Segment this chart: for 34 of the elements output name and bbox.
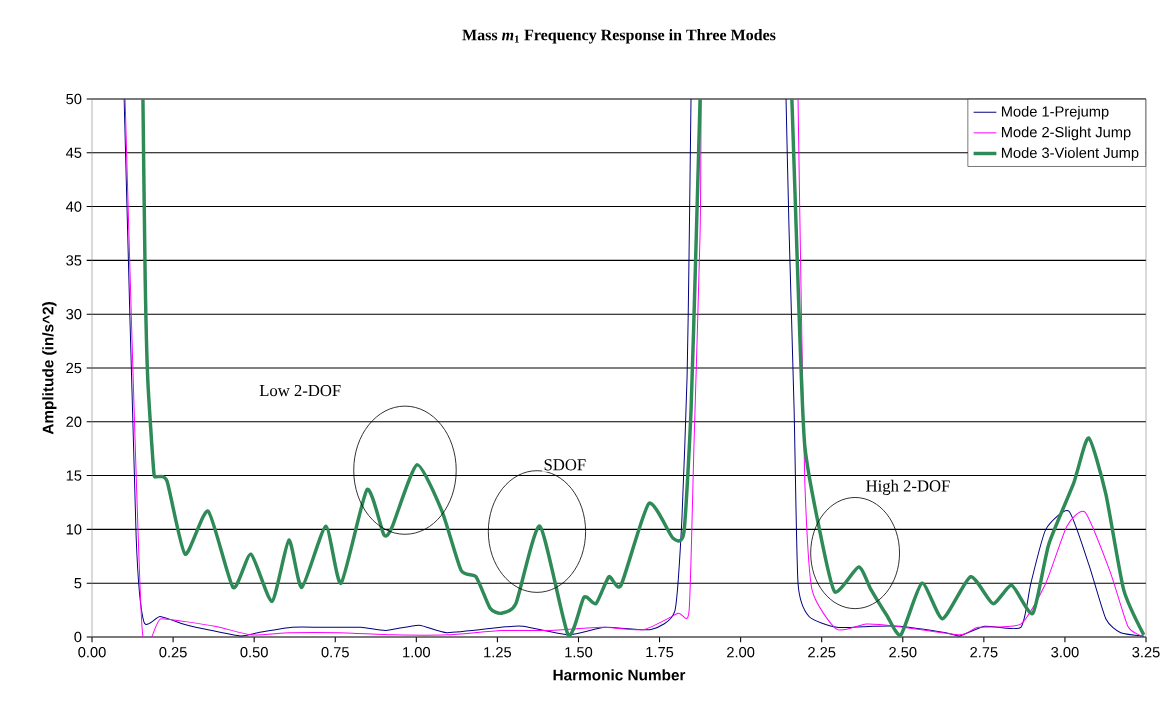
y-tick-label: 20 <box>66 416 82 427</box>
x-axis-title: Harmonic Number <box>553 669 686 681</box>
chart-title: Mass m$_{1}$ Frequency Response in Three Modes <box>462 29 776 44</box>
x-tick-label: 1.75 <box>646 647 674 658</box>
y-tick-label: 40 <box>65 201 82 212</box>
x-tick-label: 0.50 <box>240 647 268 658</box>
annotation: Low 2-DOF <box>259 384 341 397</box>
x-tick-label: 2.00 <box>727 647 755 658</box>
legend-label: Mode 2-Slight Jump <box>1001 126 1131 141</box>
x-tick-label: 1.50 <box>565 647 593 658</box>
y-tick-label: 5 <box>74 578 82 589</box>
y-tick-label: 0 <box>74 631 82 643</box>
x-tick-label: 2.75 <box>970 647 998 658</box>
y-tick-label: 10 <box>66 524 82 535</box>
x-tick-label: 0.00 <box>78 647 106 658</box>
x-tick-label: 1.00 <box>403 647 430 658</box>
x-tick-label: 0.25 <box>159 647 187 658</box>
y-tick-label: 15 <box>66 470 82 481</box>
y-tick-label: 30 <box>66 309 82 320</box>
y-tick-label: 50 <box>66 93 82 105</box>
x-tick-label: 3.25 <box>1132 647 1160 658</box>
x-tick-label: 1.25 <box>484 647 512 658</box>
legend-label: Mode 1-Prejump <box>1001 105 1109 120</box>
x-tick-label: 2.50 <box>889 647 917 658</box>
legend-label: Mode 3-Violent Jump <box>1001 147 1139 161</box>
x-tick-label: 2.25 <box>808 647 836 658</box>
y-tick-label: 35 <box>66 255 82 266</box>
annotation: SDOF <box>544 459 586 471</box>
y-tick-label: 45 <box>65 147 82 158</box>
x-tick-label: 3.00 <box>1051 647 1079 658</box>
y-tick-label: 25 <box>66 362 82 374</box>
y-axis-title: Amplitude (in/s^2) <box>42 302 57 435</box>
annotation: High 2-DOF <box>866 479 950 495</box>
x-tick-label: 0.75 <box>321 647 349 658</box>
